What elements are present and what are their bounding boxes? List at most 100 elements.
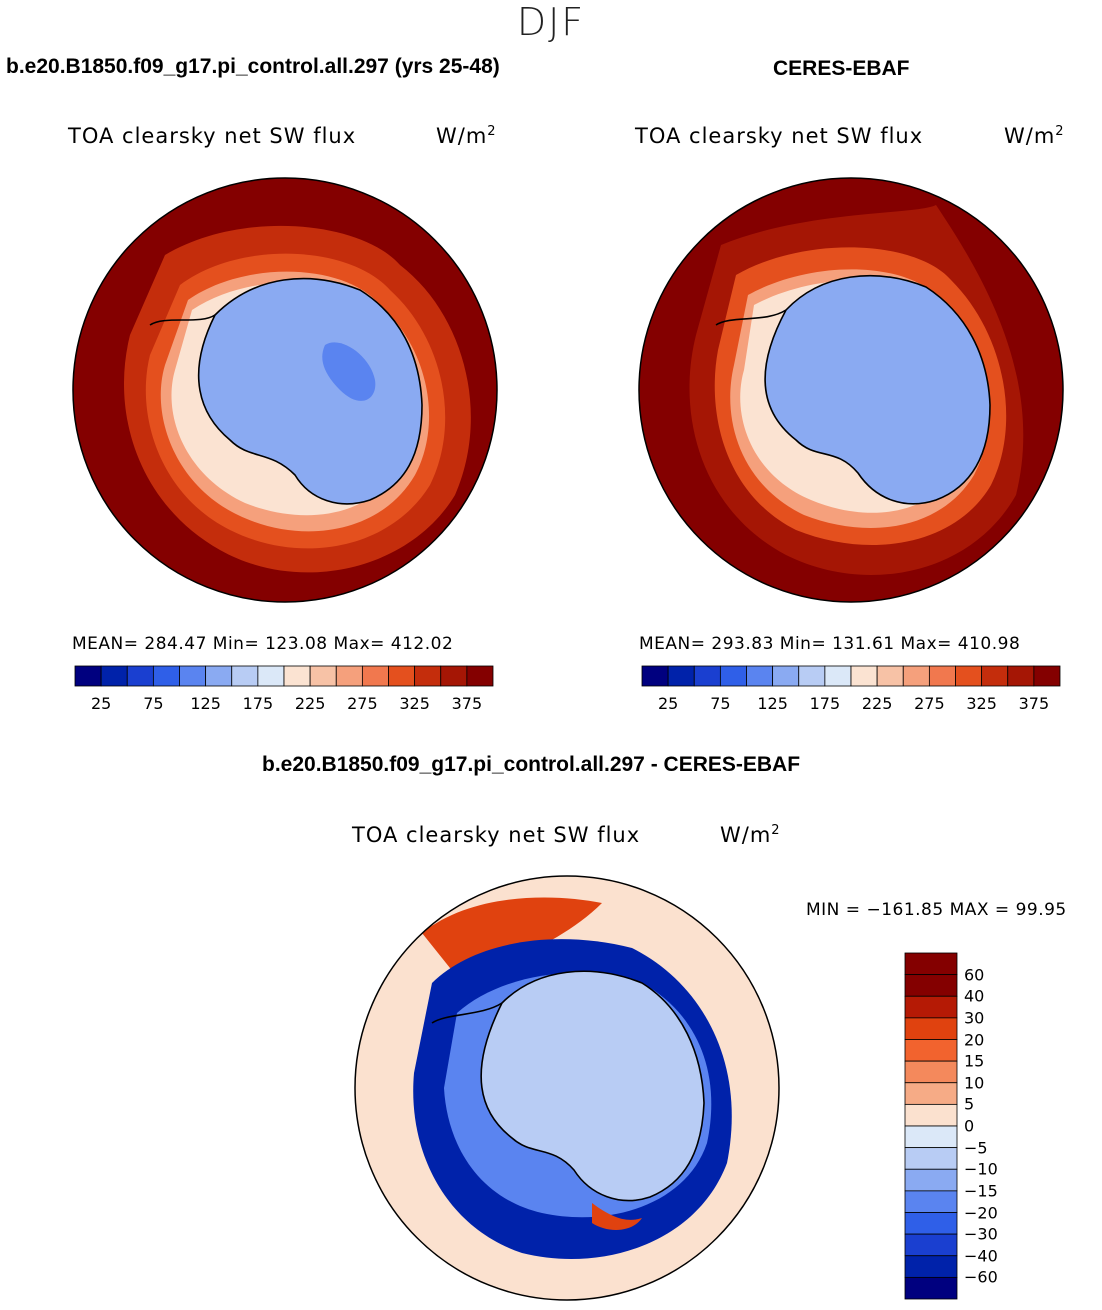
diff-positive-patch: [592, 1203, 642, 1230]
diff-case-title: b.e20.B1850.f09_g17.pi_control.all.297 -…: [262, 753, 801, 776]
colorbar-swatch: [904, 974, 958, 997]
colorbar-swatch: [772, 665, 800, 687]
obs-stats: MEAN= 293.83 Min= 131.61 Max= 410.98: [639, 634, 1021, 654]
colorbar-tick-label: 25: [657, 694, 679, 713]
colorbar-swatch: [667, 665, 695, 687]
colorbar-swatch: [904, 995, 958, 1019]
colorbar-tick-label: 30: [964, 1008, 985, 1028]
colorbar-swatch: [746, 665, 774, 687]
obs-polar-map: [638, 177, 1064, 603]
antarctica-coastline: [480, 970, 705, 1202]
colorbar-swatch: [1007, 665, 1035, 687]
colorbar-tick-label: 275: [914, 694, 945, 713]
colorbar-swatch: [904, 1190, 958, 1213]
colorbar-tick-label: 25: [90, 694, 112, 713]
obs-variable-label: TOA clearsky net SW flux: [635, 124, 924, 148]
model-units-label: W/m2: [436, 124, 497, 148]
colorbar-swatch: [231, 665, 259, 687]
colorbar-swatch: [414, 665, 442, 687]
colorbar-tick-label: 40: [964, 986, 985, 1006]
colorbar-swatch: [440, 665, 468, 687]
colorbar-tick-label: 15: [964, 1051, 985, 1071]
colorbar-tick-label: 125: [190, 694, 221, 713]
colorbar-tick-label: 175: [242, 694, 274, 713]
colorbar-swatch: [904, 1233, 958, 1257]
colorbar-tick-label: 125: [757, 694, 788, 713]
colorbar-tick-label: 175: [809, 694, 841, 713]
colorbar-swatch: [904, 1255, 958, 1278]
colorbar-swatch: [152, 665, 180, 687]
colorbar-tick-label: 275: [347, 694, 378, 713]
colorbar-swatch: [641, 665, 669, 687]
antarctica-ice: [198, 278, 422, 504]
model-polar-map: [72, 177, 498, 603]
colorbar-tick-label: −30: [964, 1224, 998, 1244]
diff-colorbar: [904, 952, 958, 1300]
colorbar-swatch: [904, 1060, 958, 1084]
colorbar-swatch: [904, 1168, 958, 1192]
colorbar-tick-label: 375: [1018, 694, 1050, 713]
colorbar-swatch: [904, 1212, 958, 1235]
diff-antarctica: [481, 971, 704, 1201]
model-case-title: b.e20.B1850.f09_g17.pi_control.all.297 (…: [6, 55, 500, 78]
colorbar-tick-label: −40: [964, 1246, 998, 1266]
antarctica-coastline: [764, 274, 991, 505]
peninsula-coastline: [431, 1002, 503, 1024]
diff-colorbar-ticks: 60 40 30 20 15 10 5 0 −5 −10 −15 −20 −30 −40 −60: [964, 953, 1024, 1299]
diff-units-label: W/m2: [720, 823, 781, 847]
colorbar-tick-label: 20: [964, 1030, 985, 1049]
antarctica-interior-low: [322, 342, 376, 401]
colorbar-tick-label: 375: [451, 694, 483, 713]
colorbar-swatch: [904, 1017, 958, 1040]
colorbar-tick-label: −15: [964, 1181, 998, 1201]
map-border: [72, 177, 498, 603]
peninsula-coastline: [715, 309, 787, 326]
model-colorbar-ticks: 25 75 125 175 225 275 325 375: [75, 694, 493, 714]
colorbar-swatch: [361, 665, 389, 687]
colorbar-tick-label: 75: [710, 694, 731, 713]
colorbar-swatch: [1033, 665, 1061, 687]
colorbar-swatch: [283, 665, 311, 687]
map-border: [638, 177, 1064, 603]
colorbar-tick-label: 325: [966, 694, 997, 713]
obs-colorbar-ticks: 25 75 125 175 225 275 325 375: [642, 694, 1060, 714]
colorbar-tick-label: −5: [964, 1138, 988, 1158]
colorbar-swatch: [902, 665, 930, 687]
colorbar-swatch: [955, 665, 983, 687]
colorbar-tick-label: 10: [964, 1073, 985, 1093]
colorbar-swatch: [205, 665, 233, 687]
colorbar-tick-label: 0: [964, 1116, 975, 1136]
colorbar-swatch: [904, 952, 958, 976]
colorbar-swatch: [824, 665, 852, 687]
colorbar-swatch: [693, 665, 721, 687]
diff-polar-map: [354, 875, 780, 1301]
colorbar-tick-label: 225: [861, 694, 893, 713]
colorbar-swatch: [904, 1082, 958, 1105]
colorbar-tick-label: −20: [964, 1203, 998, 1222]
colorbar-swatch: [850, 665, 878, 687]
colorbar-tick-label: −10: [964, 1159, 998, 1179]
colorbar-swatch: [928, 665, 956, 687]
colorbar-tick-label: 5: [964, 1094, 975, 1114]
colorbar-swatch: [904, 1039, 958, 1062]
colorbar-swatch: [981, 665, 1009, 687]
season-title: DJF: [516, 0, 586, 44]
colorbar-swatch: [719, 665, 747, 687]
diff-stats: MIN = −161.85 MAX = 99.95: [806, 900, 1067, 920]
colorbar-swatch: [904, 1103, 958, 1127]
model-variable-label: TOA clearsky net SW flux: [68, 124, 357, 148]
colorbar-swatch: [309, 665, 337, 687]
colorbar-swatch: [74, 665, 102, 687]
colorbar-tick-label: 325: [399, 694, 430, 713]
colorbar-swatch: [904, 1276, 958, 1300]
diff-variable-label: TOA clearsky net SW flux: [352, 823, 641, 847]
obs-case-title: CERES-EBAF: [773, 57, 910, 80]
obs-units-label: W/m2: [1004, 124, 1065, 148]
model-stats: MEAN= 284.47 Min= 123.08 Max= 412.02: [72, 634, 454, 654]
colorbar-swatch: [126, 665, 154, 687]
colorbar-swatch: [876, 665, 904, 687]
colorbar-tick-label: 75: [143, 694, 164, 713]
colorbar-tick-label: 225: [294, 694, 326, 713]
colorbar-swatch: [904, 1147, 958, 1170]
antarctica-ice: [765, 275, 990, 504]
